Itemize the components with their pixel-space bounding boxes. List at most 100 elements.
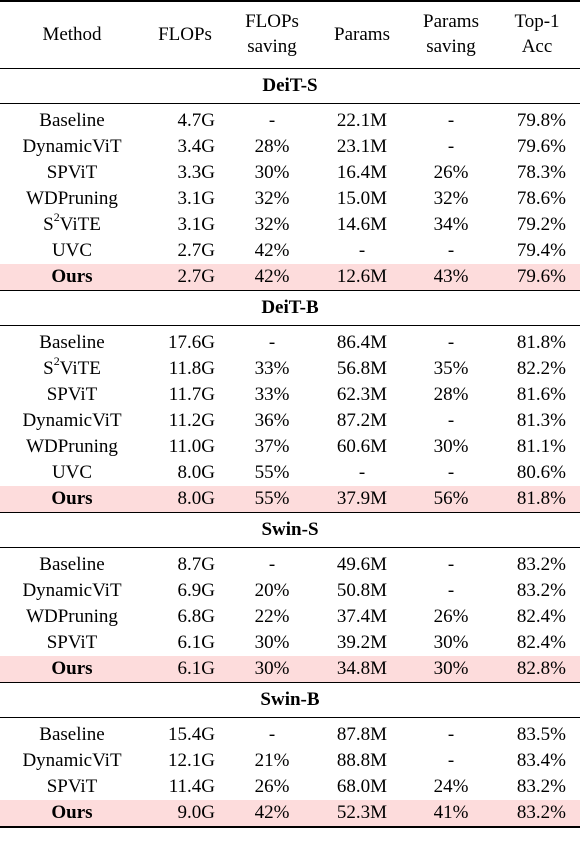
header-flops-saving-line2: saving bbox=[247, 36, 297, 57]
section-title: Swin-B bbox=[260, 689, 320, 710]
cell-flops: 6.1G bbox=[177, 658, 215, 679]
cell-acc: 79.8% bbox=[516, 110, 566, 131]
method-prefix: S bbox=[43, 358, 54, 379]
cell-params: 87.2M bbox=[336, 410, 388, 431]
cell-flops-saving: 33% bbox=[254, 384, 290, 405]
cell-params-saving: 41% bbox=[433, 802, 469, 823]
cell-acc: 80.6% bbox=[516, 462, 566, 483]
cell-flops-saving: - bbox=[268, 554, 276, 575]
cell-acc: 83.5% bbox=[516, 724, 566, 745]
cell-method: WDPruning bbox=[26, 606, 118, 627]
cell-flops: 8.0G bbox=[177, 462, 215, 483]
cell-params-saving: 56% bbox=[433, 488, 469, 509]
cell-flops: 2.7G bbox=[177, 240, 215, 261]
header-params-saving: Params saving bbox=[414, 9, 488, 59]
cell-acc: 82.2% bbox=[516, 358, 566, 379]
cell-acc: 83.2% bbox=[516, 776, 566, 797]
cell-acc: 83.2% bbox=[516, 554, 566, 575]
cell-flops: 15.4G bbox=[168, 724, 215, 745]
cell-flops-saving: 30% bbox=[254, 632, 290, 653]
cell-flops-saving: 42% bbox=[254, 240, 290, 261]
cell-acc: 79.6% bbox=[516, 266, 566, 287]
cell-params-saving: - bbox=[447, 332, 455, 353]
section-rule bbox=[0, 290, 580, 291]
cell-params-saving: - bbox=[447, 750, 455, 771]
cell-flops-saving: 55% bbox=[254, 462, 290, 483]
cell-params-saving: - bbox=[447, 580, 455, 601]
cell-flops-saving: 21% bbox=[254, 750, 290, 771]
table-row: SPViT 11.7G 33% 62.3M 28% 81.6% bbox=[0, 382, 580, 408]
bottom-rule bbox=[0, 826, 580, 828]
table-row-ours: Ours 9.0G 42% 52.3M 41% 83.2% bbox=[0, 800, 580, 826]
cell-method: SPViT bbox=[46, 162, 98, 183]
cell-acc: 83.2% bbox=[516, 580, 566, 601]
cell-method: Ours bbox=[51, 266, 93, 287]
cell-params: 68.0M bbox=[336, 776, 388, 797]
cell-method: SPViT bbox=[46, 632, 98, 653]
method-prefix: S bbox=[43, 214, 54, 235]
table-row: WDPruning 6.8G 22% 37.4M 26% 82.4% bbox=[0, 604, 580, 630]
cell-method: DynamicViT bbox=[22, 580, 122, 601]
section-rule bbox=[0, 68, 580, 69]
section-title: DeiT-B bbox=[261, 297, 319, 318]
table-row: DynamicViT 12.1G 21% 88.8M - 83.4% bbox=[0, 748, 580, 774]
cell-flops-saving: 20% bbox=[254, 580, 290, 601]
cell-flops-saving: 22% bbox=[254, 606, 290, 627]
cell-params: - bbox=[358, 240, 366, 261]
header-acc-line2: Acc bbox=[521, 36, 553, 57]
cell-flops: 8.0G bbox=[177, 488, 215, 509]
cell-params-saving: 26% bbox=[433, 606, 469, 627]
method-suffix: ViTE bbox=[59, 358, 101, 379]
cell-acc: 79.6% bbox=[516, 136, 566, 157]
table-row: DynamicViT 3.4G 28% 23.1M - 79.6% bbox=[0, 134, 580, 160]
cell-params: 87.8M bbox=[336, 724, 388, 745]
section-rule bbox=[0, 103, 580, 104]
cell-acc: 81.8% bbox=[516, 488, 566, 509]
cell-method: Baseline bbox=[39, 554, 105, 575]
table-row-ours: Ours 6.1G 30% 34.8M 30% 82.8% bbox=[0, 656, 580, 682]
cell-params-saving: 35% bbox=[433, 358, 469, 379]
cell-acc: 83.4% bbox=[516, 750, 566, 771]
section-title: Swin-S bbox=[261, 519, 319, 540]
method-suffix: ViTE bbox=[59, 214, 101, 235]
cell-params: 60.6M bbox=[336, 436, 388, 457]
header-acc: Top-1 Acc bbox=[504, 9, 570, 59]
cell-params-saving: - bbox=[447, 554, 455, 575]
cell-acc: 81.8% bbox=[516, 332, 566, 353]
cell-params: 88.8M bbox=[336, 750, 388, 771]
comparison-table: Method FLOPs FLOPs saving Params Params … bbox=[0, 0, 580, 828]
cell-params: 15.0M bbox=[336, 188, 388, 209]
cell-params-saving: - bbox=[447, 110, 455, 131]
table-row: S2ViTE 3.1G 32% 14.6M 34% 79.2% bbox=[0, 211, 580, 238]
cell-params-saving: 30% bbox=[433, 632, 469, 653]
cell-params-saving: 30% bbox=[433, 436, 469, 457]
table-row: UVC 2.7G 42% - - 79.4% bbox=[0, 238, 580, 264]
cell-params-saving: 30% bbox=[433, 658, 469, 679]
header-params: Params bbox=[334, 24, 390, 45]
table-row: SPViT 3.3G 30% 16.4M 26% 78.3% bbox=[0, 160, 580, 186]
section-rule bbox=[0, 325, 580, 326]
cell-params: 52.3M bbox=[336, 802, 388, 823]
cell-params: 49.6M bbox=[336, 554, 388, 575]
cell-acc: 82.4% bbox=[516, 632, 566, 653]
cell-params: 14.6M bbox=[336, 214, 388, 235]
cell-flops-saving: 30% bbox=[254, 162, 290, 183]
table-row: SPViT 11.4G 26% 68.0M 24% 83.2% bbox=[0, 774, 580, 800]
cell-params-saving: 34% bbox=[433, 214, 469, 235]
cell-method: DynamicViT bbox=[22, 750, 122, 771]
cell-flops-saving: - bbox=[268, 110, 276, 131]
cell-params-saving: - bbox=[447, 136, 455, 157]
cell-method: S2ViTE bbox=[0, 355, 144, 382]
cell-flops-saving: 55% bbox=[254, 488, 290, 509]
cell-acc: 82.4% bbox=[516, 606, 566, 627]
cell-method: SPViT bbox=[46, 384, 98, 405]
cell-method: DynamicViT bbox=[22, 136, 122, 157]
cell-acc: 79.4% bbox=[516, 240, 566, 261]
cell-params: - bbox=[358, 462, 366, 483]
cell-flops-saving: 32% bbox=[254, 188, 290, 209]
cell-flops-saving: - bbox=[268, 332, 276, 353]
header-method: Method bbox=[42, 24, 102, 45]
cell-params: 37.4M bbox=[336, 606, 388, 627]
cell-params: 16.4M bbox=[336, 162, 388, 183]
top-rule bbox=[0, 0, 580, 2]
